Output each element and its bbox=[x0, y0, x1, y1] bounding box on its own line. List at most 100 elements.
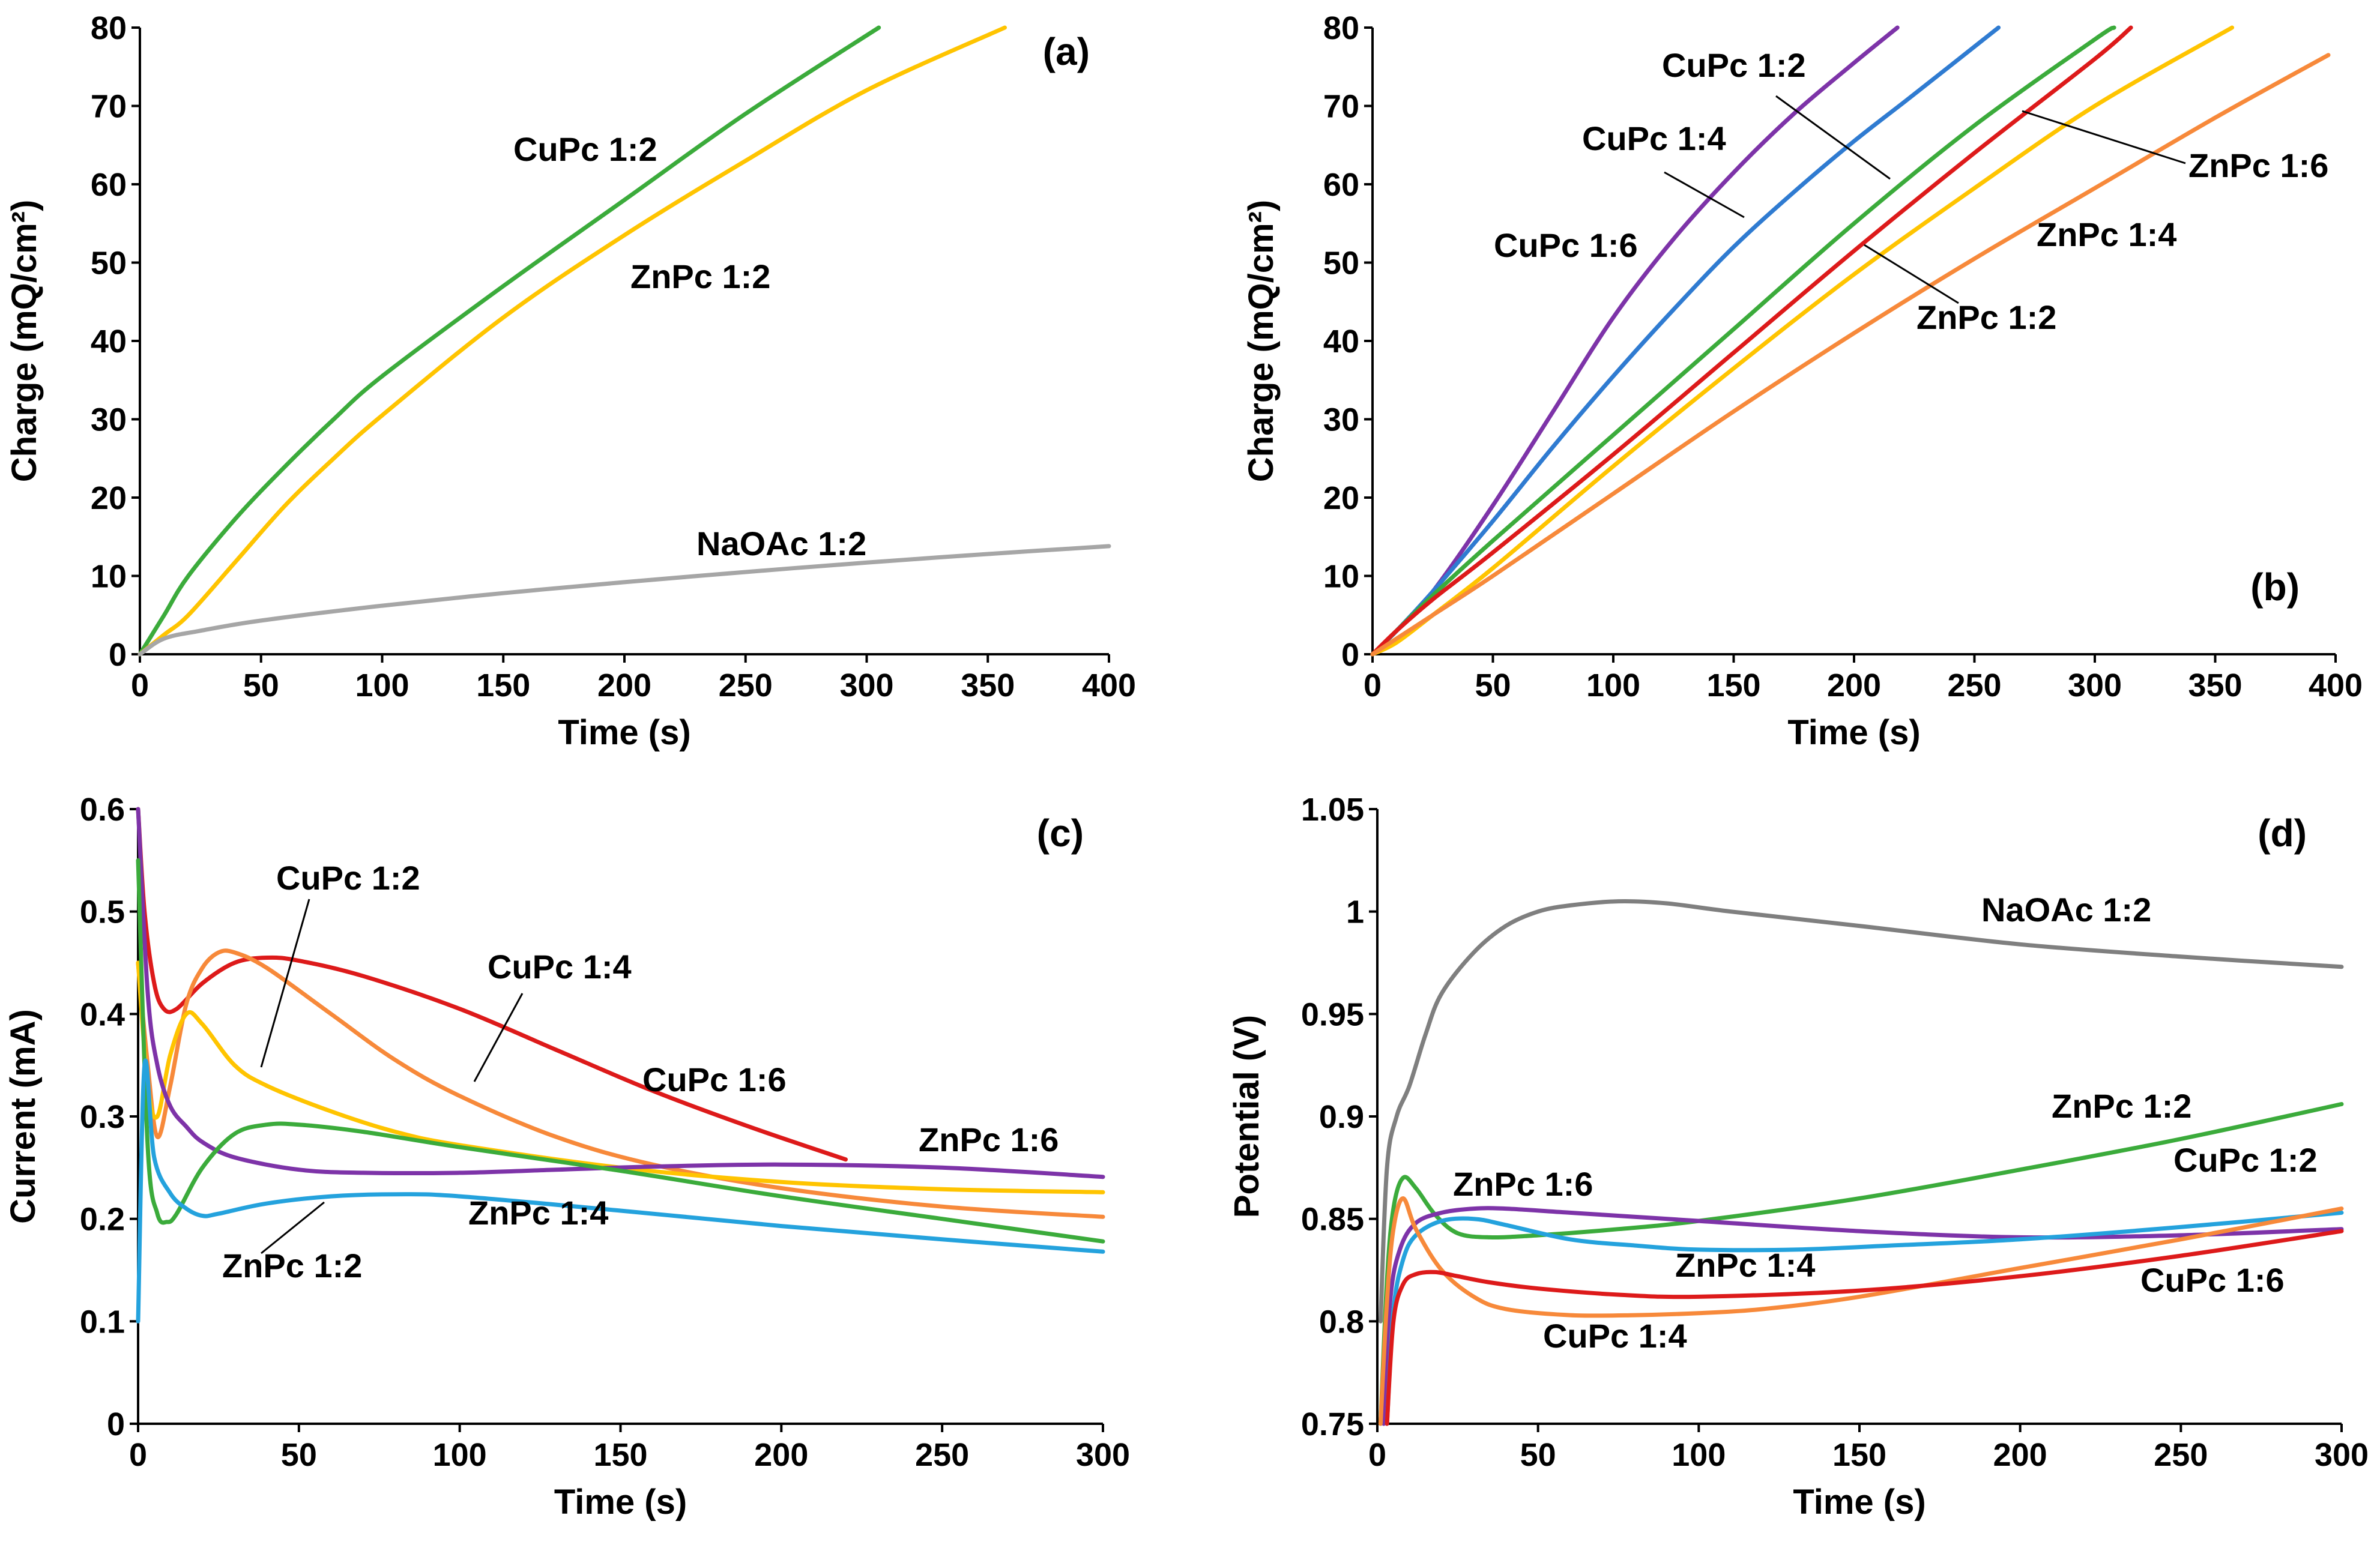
series-annotation: ZnPc 1:6 bbox=[2188, 146, 2328, 184]
y-tick-label: 1.05 bbox=[1301, 792, 1364, 828]
y-axis-title: Charge (mQ/cm²) bbox=[1242, 200, 1281, 483]
series-annotation: CuPc 1:4 bbox=[1582, 119, 1726, 157]
panel-d: 0 50 100 150 200 250 300 0.75 0.8 0.85 0.9 0.95 1 1.0… bbox=[1227, 792, 2369, 1522]
annotation-leader-line bbox=[1775, 95, 1891, 180]
x-tick-label: 50 bbox=[243, 667, 279, 703]
series-annotation: CuPc 1:2 bbox=[1662, 46, 1806, 84]
x-tick-label: 300 bbox=[2068, 667, 2122, 703]
panel-b: 0 50 100 150 200 250 300 350 400 0 10 20 30 40 50 60 70 8… bbox=[1242, 10, 2363, 752]
x-tick-label: 0 bbox=[131, 667, 149, 703]
series-annotation: CuPc 1:2 bbox=[276, 859, 420, 897]
x-tick-label: 250 bbox=[1947, 667, 2001, 703]
x-tick-label: 300 bbox=[2315, 1437, 2369, 1473]
y-tick-label: 0.75 bbox=[1301, 1406, 1364, 1442]
x-tick-label: 100 bbox=[355, 667, 409, 703]
series-line-cupc-1-2 bbox=[1370, 25, 2116, 657]
series-annotation: CuPc 1:4 bbox=[488, 948, 632, 986]
y-tick-label: 0.85 bbox=[1301, 1202, 1364, 1238]
y-tick-label: 0.6 bbox=[80, 792, 125, 828]
y-tick-label: 0.5 bbox=[80, 894, 125, 930]
annotation-leader-line bbox=[473, 993, 524, 1082]
series-line-znpc-1-4 bbox=[136, 1058, 1105, 1324]
x-tick-label: 50 bbox=[281, 1437, 317, 1473]
y-axis-title: Current (mA) bbox=[4, 1009, 43, 1224]
x-tick-label: 200 bbox=[1827, 667, 1881, 703]
x-tick-label: 300 bbox=[1076, 1437, 1130, 1473]
series-line-naoac-1-2 bbox=[1378, 899, 2344, 1324]
series-annotation: CuPc 1:4 bbox=[1543, 1317, 1687, 1355]
series-line-znpc-1-2 bbox=[137, 25, 1007, 657]
y-tick-label: 50 bbox=[91, 245, 127, 282]
series-annotation: CuPc 1:2 bbox=[2173, 1141, 2318, 1179]
x-tick-label: 0 bbox=[129, 1437, 147, 1473]
y-tick-label: 40 bbox=[1323, 324, 1359, 360]
x-axis-title: Time (s) bbox=[1793, 1483, 1925, 1522]
y-axis-title: Potential (V) bbox=[1227, 1015, 1266, 1218]
panel-label: (b) bbox=[2250, 565, 2300, 609]
series-line-cupc-1-4 bbox=[136, 948, 1105, 1219]
y-tick-label: 40 bbox=[91, 324, 127, 360]
y-tick-label: 10 bbox=[91, 559, 127, 595]
series-line-cupc-1-4 bbox=[1370, 25, 2001, 657]
x-tick-label: 300 bbox=[839, 667, 893, 703]
x-tick-label: 100 bbox=[433, 1437, 487, 1473]
series-line-znpc-1-6 bbox=[1382, 1206, 2344, 1426]
series-annotation: ZnPc 1:2 bbox=[222, 1247, 362, 1284]
annotation-leader-line bbox=[1864, 244, 1959, 304]
series-annotation: ZnPc 1:4 bbox=[1675, 1246, 1815, 1284]
y-tick-label: 30 bbox=[91, 402, 127, 438]
y-tick-label: 0 bbox=[109, 637, 127, 673]
x-tick-label: 200 bbox=[754, 1437, 808, 1473]
y-tick-label: 70 bbox=[1323, 89, 1359, 125]
x-tick-label: 400 bbox=[1082, 667, 1136, 703]
series-annotation: ZnPc 1:2 bbox=[630, 257, 770, 295]
y-tick-label: 0 bbox=[1341, 637, 1359, 673]
x-tick-label: 50 bbox=[1520, 1437, 1556, 1473]
y-axis-title: Charge (mQ/cm²) bbox=[5, 200, 44, 483]
panel-c: 0 50 100 150 200 250 300 0 0.1 0.2 0.3 0.4 0.5 0.6 Tim… bbox=[4, 792, 1130, 1522]
series-line-znpc-1-4 bbox=[1385, 1210, 2344, 1426]
x-tick-label: 250 bbox=[2154, 1437, 2208, 1473]
series-annotation: NaOAc 1:2 bbox=[696, 525, 866, 562]
y-tick-label: 70 bbox=[91, 89, 127, 125]
panel-a: 0 50 100 150 200 250 300 350 400 0 10 20 30 40 50 60 70 8… bbox=[5, 10, 1136, 752]
series-line-znpc-1-2 bbox=[1378, 1102, 2344, 1426]
x-tick-label: 0 bbox=[1364, 667, 1382, 703]
series-line-znpc-1-6 bbox=[1370, 25, 2133, 657]
series-annotation: ZnPc 1:4 bbox=[2037, 215, 2176, 253]
y-tick-label: 60 bbox=[91, 167, 127, 203]
x-tick-label: 200 bbox=[1993, 1437, 2047, 1473]
series-line-cupc-1-2 bbox=[137, 25, 881, 657]
series-line-cupc-1-6 bbox=[136, 807, 848, 1162]
annotation-leader-line bbox=[1664, 171, 1745, 218]
y-tick-label: 80 bbox=[91, 10, 127, 46]
series-line-cupc-1-2 bbox=[136, 960, 1105, 1194]
x-axis-title: Time (s) bbox=[554, 1483, 687, 1522]
annotation-leader-line bbox=[261, 1201, 325, 1254]
x-tick-label: 0 bbox=[1368, 1437, 1386, 1473]
x-tick-label: 100 bbox=[1586, 667, 1640, 703]
x-tick-label: 250 bbox=[915, 1437, 969, 1473]
series-annotation: ZnPc 1:4 bbox=[468, 1194, 608, 1232]
x-tick-label: 150 bbox=[1706, 667, 1760, 703]
panel-label: (a) bbox=[1043, 30, 1090, 73]
x-tick-label: 150 bbox=[476, 667, 530, 703]
series-line-cupc-1-6 bbox=[1385, 1229, 2344, 1426]
y-tick-label: 0.3 bbox=[80, 1099, 125, 1135]
series-annotation: CuPc 1:6 bbox=[642, 1061, 787, 1098]
x-tick-label: 200 bbox=[597, 667, 651, 703]
series-line-naoac-1-2 bbox=[137, 544, 1111, 657]
y-tick-label: 0.95 bbox=[1301, 996, 1364, 1032]
series-annotation: CuPc 1:2 bbox=[513, 130, 657, 168]
series-line-znpc-1-6 bbox=[136, 807, 1105, 1179]
y-tick-label: 0.8 bbox=[1319, 1304, 1364, 1340]
panel-label: (c) bbox=[1037, 812, 1084, 855]
x-axis-title: Time (s) bbox=[1787, 713, 1920, 752]
y-tick-label: 0.1 bbox=[80, 1304, 125, 1340]
x-tick-label: 250 bbox=[719, 667, 773, 703]
x-tick-label: 50 bbox=[1475, 667, 1511, 703]
series-annotation: ZnPc 1:6 bbox=[919, 1121, 1059, 1158]
y-tick-label: 80 bbox=[1323, 10, 1359, 46]
x-tick-label: 350 bbox=[2188, 667, 2242, 703]
